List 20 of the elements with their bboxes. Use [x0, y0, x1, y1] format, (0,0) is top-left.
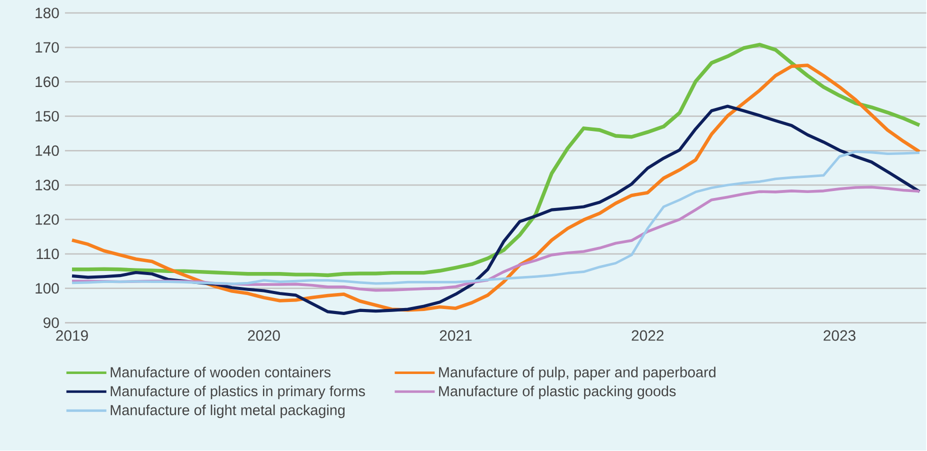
legend-label: Manufacture of pulp, paper and paperboard — [439, 366, 716, 380]
legend-label: Manufacture of wooden containers — [110, 366, 331, 378]
y-tick-label: 120 — [36, 214, 59, 225]
legend-label: Manufacture of light metal packaging — [110, 404, 345, 418]
y-tick-label: 170 — [36, 42, 59, 53]
x-tick-label: 2023 — [824, 330, 856, 341]
x-tick-label: 2022 — [632, 330, 664, 341]
legend-label: Manufacture of plastics in primary forms — [110, 386, 365, 400]
y-tick-label: 90 — [44, 318, 59, 328]
x-tick-label: 2019 — [56, 330, 88, 341]
y-tick-label: 140 — [36, 146, 59, 156]
x-tick-label: 2020 — [248, 330, 280, 341]
y-tick-label: 180 — [36, 8, 59, 18]
legend-label: Manufacture of plastic packing goods — [439, 386, 676, 400]
y-tick-label: 100 — [36, 283, 59, 294]
y-tick-label: 160 — [36, 76, 59, 88]
y-tick-label: 110 — [36, 248, 59, 260]
y-tick-label: 130 — [36, 180, 59, 191]
x-tick-label: 2021 — [440, 330, 472, 341]
y-tick-label: 150 — [36, 111, 59, 122]
